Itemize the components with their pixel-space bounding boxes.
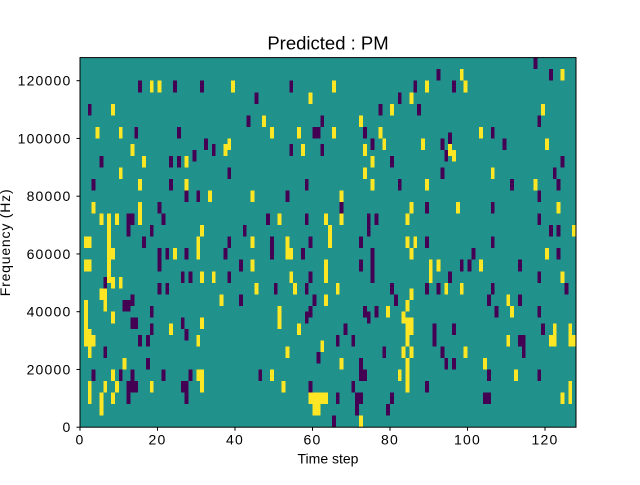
svg-text:0: 0	[76, 432, 85, 448]
svg-text:40: 40	[226, 432, 244, 448]
svg-text:0: 0	[63, 419, 72, 435]
svg-text:120000: 120000	[18, 73, 72, 89]
svg-text:Frequency (Hz): Frequency (Hz)	[0, 189, 13, 297]
svg-text:100000: 100000	[18, 130, 72, 146]
svg-text:20000: 20000	[27, 361, 72, 377]
svg-text:60000: 60000	[27, 246, 72, 262]
svg-text:80: 80	[381, 432, 399, 448]
svg-text:120: 120	[532, 432, 559, 448]
svg-text:40000: 40000	[27, 304, 72, 320]
svg-text:20: 20	[149, 432, 167, 448]
svg-text:Predicted : PM: Predicted : PM	[267, 33, 388, 54]
svg-text:100: 100	[454, 432, 481, 448]
svg-text:80000: 80000	[27, 188, 72, 204]
svg-text:Time step: Time step	[298, 451, 359, 467]
svg-text:60: 60	[304, 432, 322, 448]
